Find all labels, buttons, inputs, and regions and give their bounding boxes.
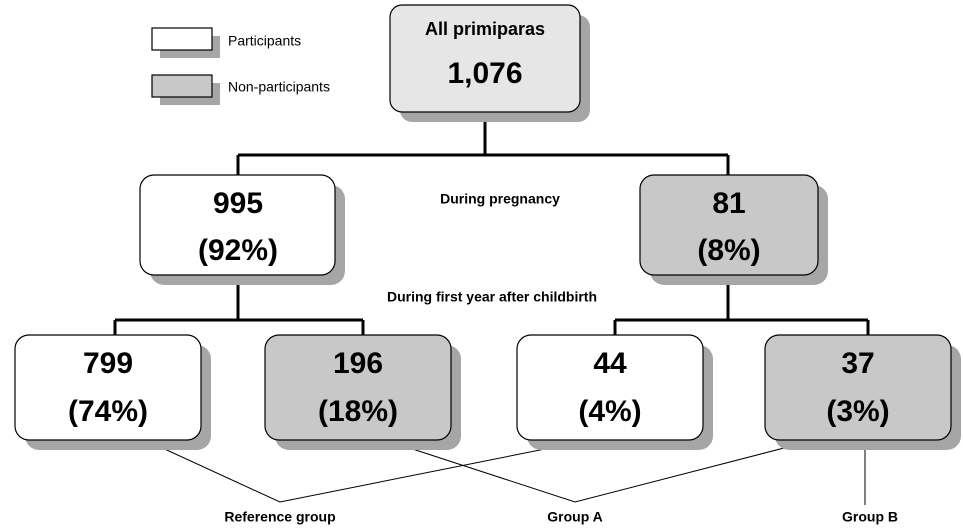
stage-label: During first year after childbirth <box>387 289 597 305</box>
legend-label: Non-participants <box>228 79 330 95</box>
node <box>139 174 336 276</box>
connector <box>236 112 730 175</box>
node <box>516 334 704 441</box>
group-line <box>144 439 866 505</box>
level2: 799 (74%) 196 (18%) 44 (4%) 37 (3%) <box>14 334 961 450</box>
node <box>764 334 952 441</box>
node <box>14 334 202 441</box>
node-percent: (3%) <box>826 395 889 428</box>
legend-label: Participants <box>228 33 301 49</box>
root-count: 1,076 <box>447 57 522 90</box>
stage-label: During pregnancy <box>440 191 560 207</box>
legend-swatch <box>151 27 213 51</box>
group-label: Group B <box>842 509 898 525</box>
node-percent: (74%) <box>68 395 148 428</box>
node-count: 44 <box>593 347 627 380</box>
node-count: 995 <box>213 187 263 220</box>
root-label: All primiparas <box>425 19 545 39</box>
node-percent: (8%) <box>697 234 760 267</box>
node-count: 81 <box>712 187 745 220</box>
node-count: 196 <box>333 347 383 380</box>
node <box>264 334 452 441</box>
node <box>639 174 819 276</box>
group-label: Reference group <box>224 509 335 525</box>
group-label: Group A <box>547 509 602 525</box>
legend-swatch <box>151 74 213 98</box>
root-node <box>389 4 581 113</box>
node-count: 37 <box>841 347 874 380</box>
node-percent: (18%) <box>318 395 398 428</box>
node-count: 799 <box>83 347 133 380</box>
node-percent: (92%) <box>198 234 278 267</box>
node-percent: (4%) <box>578 395 641 428</box>
connector <box>113 275 870 337</box>
